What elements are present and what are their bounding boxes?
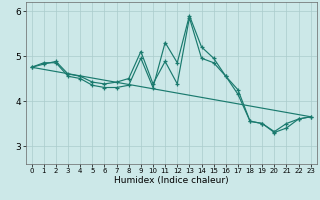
X-axis label: Humidex (Indice chaleur): Humidex (Indice chaleur) [114,176,228,185]
